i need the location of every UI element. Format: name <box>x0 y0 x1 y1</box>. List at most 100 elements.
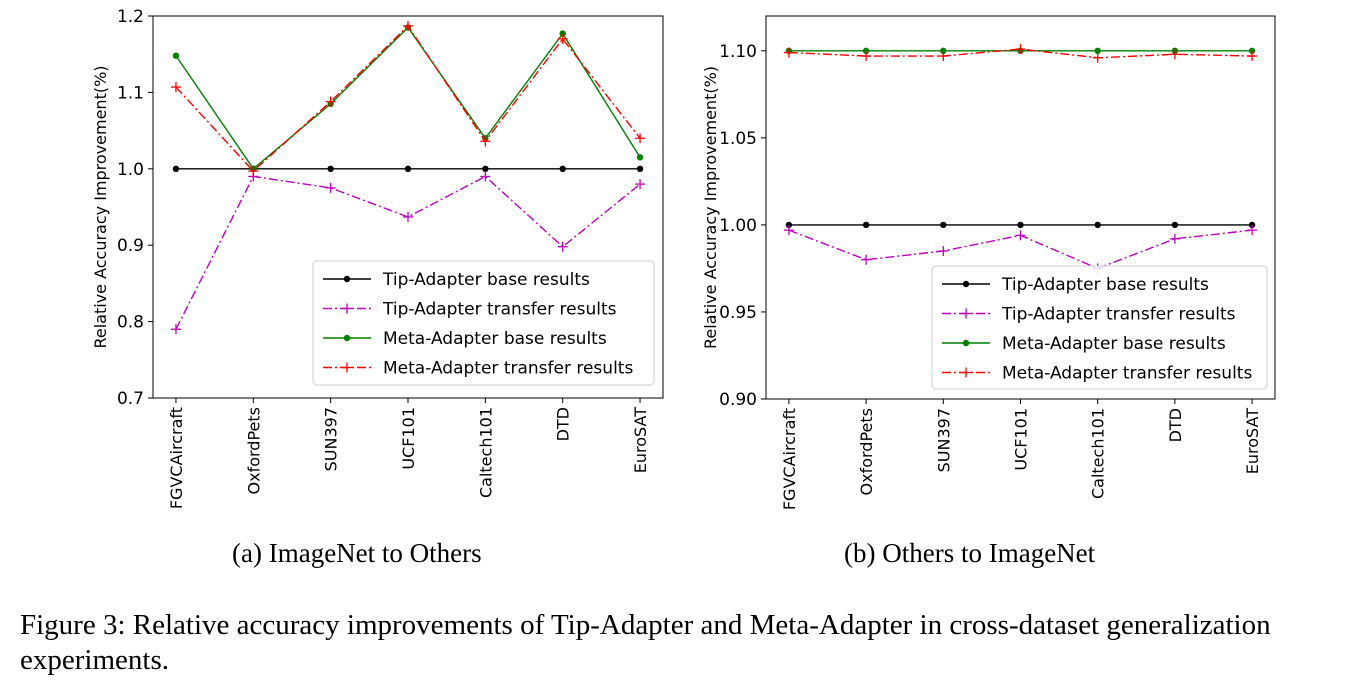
data-point-a-2-6 <box>636 154 644 161</box>
legend-marker-b-3 <box>961 367 971 378</box>
legend-box-a <box>312 260 655 386</box>
x-tick-label-a-1: OxfordPets <box>244 407 263 494</box>
x-tick-label-b-3: UCF101 <box>1012 408 1031 471</box>
y-tick-label-a-4: 1.1 <box>117 83 144 103</box>
data-point-b-3-3 <box>1015 44 1026 55</box>
data-point-b-0-4 <box>1094 221 1101 229</box>
figure-caption: Figure 3: Relative accuracy improvements… <box>20 609 1271 676</box>
subcaption-b-label: (b) <box>844 538 876 568</box>
legend-marker-b-1 <box>961 308 971 319</box>
x-tick-label-a-6: EuroSAT <box>631 407 650 473</box>
data-point-a-1-4 <box>480 171 491 182</box>
data-point-a-1-2 <box>325 182 336 193</box>
data-point-b-0-5 <box>1171 221 1179 229</box>
legend-marker-a-3 <box>342 362 352 373</box>
data-point-a-3-4 <box>480 136 491 147</box>
data-point-a-0-2 <box>327 165 334 172</box>
legend-label-b-0: Tip-Adapter base results <box>1001 275 1209 295</box>
data-point-a-0-0 <box>172 165 180 172</box>
data-point-b-2-1 <box>862 47 870 55</box>
x-tick-label-a-0: FGVCAircraft <box>167 407 186 509</box>
data-point-a-1-0 <box>170 324 181 335</box>
data-point-a-0-6 <box>636 165 644 172</box>
x-tick-label-b-0: FGVCAircraft <box>780 408 799 510</box>
y-tick-label-b-2: 1.00 <box>719 216 757 236</box>
series-a-2 <box>172 24 644 172</box>
legend-label-b-3: Meta-Adapter transfer results <box>1002 364 1252 384</box>
x-tick-label-b-2: SUN397 <box>934 408 953 472</box>
chart-others-to-imagenet: 0.90 0.95 1.00 1.05 1.10 FGVCAircraft OxfordPe… <box>701 15 1276 510</box>
y-tick-label-a-2: 0.9 <box>117 236 144 256</box>
data-point-a-3-5 <box>557 33 568 44</box>
y-tick-label-a-1: 0.8 <box>117 313 144 333</box>
x-tick-label-a-2: SUN397 <box>322 407 341 471</box>
data-point-b-3-4 <box>1092 52 1103 63</box>
legend-marker-b-0 <box>962 280 970 288</box>
y-tick-label-a-3: 1.0 <box>117 160 144 180</box>
data-point-b-1-6 <box>1247 225 1258 236</box>
legend-a: Tip-Adapter base results Tip-Adapter tran… <box>312 260 655 386</box>
data-point-b-0-3 <box>1017 221 1024 229</box>
subcaption-a-text: ImageNet to Others <box>268 538 482 568</box>
data-point-b-3-6 <box>1247 51 1258 62</box>
y-tick-label-b-0: 0.90 <box>719 390 757 410</box>
data-point-b-2-6 <box>1248 47 1256 55</box>
data-point-a-3-3 <box>403 20 413 31</box>
data-point-b-1-3 <box>1015 230 1026 241</box>
data-point-b-3-5 <box>1169 49 1180 60</box>
data-point-b-3-1 <box>861 51 872 62</box>
legend-label-b-2: Meta-Adapter base results <box>1002 334 1226 354</box>
legend-marker-a-0 <box>343 275 351 283</box>
data-point-b-0-0 <box>785 221 793 229</box>
legend-label-b-1: Tip-Adapter transfer results <box>1001 305 1236 325</box>
data-point-b-0-1 <box>862 221 870 229</box>
x-tick-label-a-4: Caltech101 <box>476 407 495 498</box>
data-point-b-3-0 <box>783 47 794 58</box>
data-point-b-1-1 <box>861 254 872 265</box>
subcaption-a: (a) ImageNet to Others <box>232 538 482 569</box>
legend-marker-a-1 <box>342 303 352 314</box>
data-point-a-2-0 <box>172 52 180 59</box>
y-tick-label-a-5: 1.2 <box>117 7 144 27</box>
legend-label-a-0: Tip-Adapter base results <box>382 270 590 290</box>
data-point-a-1-6 <box>635 179 646 190</box>
series-b-0 <box>785 221 1256 229</box>
data-point-b-1-5 <box>1169 233 1180 244</box>
legend-b: Tip-Adapter base results Tip-Adapter tran… <box>931 265 1268 390</box>
data-point-b-3-2 <box>938 51 949 62</box>
series-a-3 <box>170 20 646 177</box>
series-b-3 <box>783 44 1258 63</box>
data-point-b-2-2 <box>940 47 947 55</box>
y-tick-label-b-1: 0.95 <box>719 303 757 323</box>
x-tick-label-a-3: UCF101 <box>399 407 418 470</box>
chart-imagenet-to-others: 0.7 0.8 0.9 1.0 1.1 1.2 FGVCAircraft OxfordPets… <box>91 7 664 509</box>
data-point-a-3-6 <box>635 133 646 144</box>
subcaption-b-text: Others to ImageNet <box>882 538 1096 568</box>
data-point-b-0-6 <box>1248 221 1256 229</box>
x-tick-label-b-4: Caltech101 <box>1089 408 1108 499</box>
data-point-b-2-4 <box>1094 47 1101 55</box>
subcaption-a-label: (a) <box>232 538 262 568</box>
series-a-0 <box>172 165 644 172</box>
legend-marker-a-2 <box>343 334 351 342</box>
x-tick-label-b-6: EuroSAT <box>1243 408 1262 474</box>
data-point-a-3-1 <box>248 166 259 177</box>
legend-marker-b-2 <box>962 339 970 347</box>
data-point-a-0-3 <box>404 165 412 172</box>
y-tick-label-b-4: 1.10 <box>719 42 757 62</box>
legend-label-a-2: Meta-Adapter base results <box>383 329 607 349</box>
data-point-a-0-5 <box>559 165 566 172</box>
x-tick-label-b-1: OxfordPets <box>857 408 876 495</box>
y-tick-label-a-0: 0.7 <box>117 389 144 409</box>
data-point-a-1-5 <box>557 241 568 252</box>
y-axis-label-b: Relative Accuracy Improvement(%) <box>701 66 720 349</box>
data-point-a-0-4 <box>482 165 489 172</box>
data-point-a-2-5 <box>559 30 566 37</box>
subcaption-b: (b) Others to ImageNet <box>844 538 1095 569</box>
data-point-a-3-0 <box>170 82 181 93</box>
legend-box-b <box>931 265 1268 390</box>
x-tick-label-b-5: DTD <box>1166 408 1185 442</box>
legend-label-a-1: Tip-Adapter transfer results <box>382 300 617 320</box>
series-line-a-3 <box>175 24 641 173</box>
legend-label-a-3: Meta-Adapter transfer results <box>383 359 633 379</box>
